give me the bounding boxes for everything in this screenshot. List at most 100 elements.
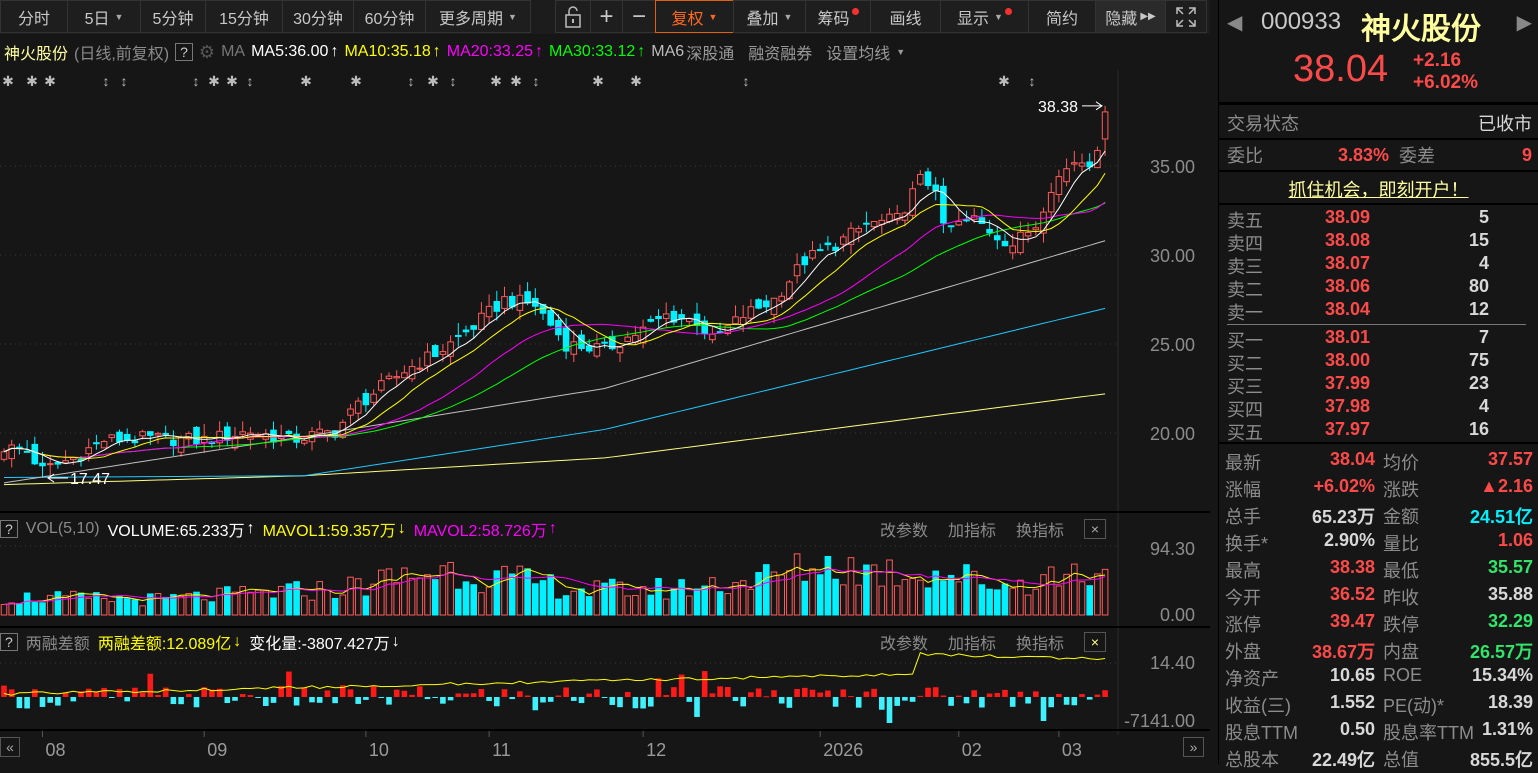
margin-bar-up: [809, 689, 816, 697]
help-button[interactable]: ?: [0, 633, 18, 651]
stat-cell: 金额 24.51亿: [1383, 503, 1533, 530]
volume-bar-down: [701, 585, 709, 616]
link-sz-connect[interactable]: 深股通: [686, 46, 735, 63]
candle-up: [139, 431, 146, 437]
unlock-icon: [565, 5, 581, 28]
volume-bar-down: [655, 577, 662, 616]
open-account-link[interactable]: 抓住机会，即刻开户！: [1288, 180, 1469, 200]
stat-cell: 股息率TTM 1.31%: [1383, 719, 1533, 746]
order-book-row: 卖五 38.09 5: [1227, 207, 1527, 231]
candle-up: [747, 306, 755, 319]
scroll-right-button[interactable]: »: [1183, 737, 1204, 757]
period-15min[interactable]: 15分钟: [205, 0, 283, 33]
arrow-up-icon: ↑: [432, 43, 441, 60]
add-indicator-button[interactable]: 加指标: [947, 636, 996, 653]
margin-bar-up: [771, 690, 777, 697]
fullscreen-button[interactable]: [1165, 0, 1207, 33]
event-star-icon: ✱: [998, 73, 1010, 89]
stat-value: 24.51亿: [1469, 507, 1533, 527]
level-price: 38.06: [1325, 276, 1371, 296]
volume-bar-up: [385, 568, 393, 616]
link-margin-trading[interactable]: 融资融券: [748, 46, 813, 63]
margin-bar-up: [85, 688, 92, 697]
volume-bar-up: [424, 574, 431, 616]
stat-value: 1.552: [1329, 692, 1375, 712]
level-label: 买五: [1227, 423, 1263, 443]
margin-bar-up: [93, 692, 100, 697]
event-updown-icon: ↕: [743, 73, 750, 89]
stat-cell: 涨停 39.47: [1225, 611, 1375, 638]
chips-button[interactable]: 筹码: [805, 0, 871, 33]
simple-button[interactable]: 简约: [1028, 0, 1096, 33]
caret-down-icon: ▼: [508, 11, 517, 22]
volume-bar-up: [416, 577, 424, 616]
caret-down-icon: ▼: [708, 11, 718, 22]
order-book-row: 买二 38.00 75: [1227, 350, 1527, 374]
settings-gear-icon[interactable]: ⚙: [198, 41, 216, 62]
volume-bar-down: [16, 603, 23, 616]
add-indicator-button[interactable]: 加指标: [947, 523, 996, 540]
period-5min[interactable]: 5分钟: [140, 0, 206, 33]
arrow-up-icon: ↑: [548, 520, 557, 537]
volume-bar-down: [716, 591, 724, 616]
edit-params-button[interactable]: 改参数: [879, 636, 928, 653]
candle-up: [416, 367, 424, 370]
event-star-icon: ✱: [490, 73, 502, 89]
volume-bar-up: [786, 570, 793, 616]
divider: [1219, 203, 1538, 205]
candle-down: [147, 431, 154, 436]
candle-up: [855, 228, 863, 233]
help-button[interactable]: ?: [175, 43, 193, 61]
margin-bar-up: [478, 689, 485, 697]
stat-label: 最高: [1225, 561, 1261, 581]
switch-indicator-button[interactable]: 换指标: [1015, 523, 1064, 540]
candle-up: [231, 435, 239, 449]
double-chevron-left-icon: «: [6, 739, 14, 755]
switch-indicator-button[interactable]: 换指标: [1015, 636, 1064, 653]
margin-bar-down: [263, 697, 269, 706]
close-icon[interactable]: ×: [1084, 632, 1106, 652]
volume-bar-up: [639, 586, 647, 616]
stat-value: 1.06: [1497, 530, 1533, 550]
volume-bar-up: [1009, 587, 1017, 616]
candle-down: [23, 450, 31, 453]
volume-bar-down: [162, 596, 169, 616]
next-stock-icon[interactable]: ▶: [1516, 12, 1532, 34]
edit-params-button[interactable]: 改参数: [879, 523, 928, 540]
volume-bar-down: [755, 571, 762, 616]
status-label: 交易状态: [1227, 114, 1299, 134]
candle-down: [932, 184, 940, 192]
stat-value: 10.65: [1329, 665, 1375, 685]
event-updown-icon: ↕: [121, 73, 128, 89]
hide-button[interactable]: 隐藏 ▶▶: [1095, 0, 1166, 33]
candle-down: [755, 299, 762, 309]
volume-bar-down: [547, 574, 555, 616]
prev-stock-icon[interactable]: ◀: [1227, 12, 1243, 34]
zoom-out-button[interactable]: −: [622, 0, 656, 33]
period-intraday[interactable]: 分时: [0, 0, 68, 33]
candle-up: [955, 220, 963, 226]
scroll-left-button[interactable]: «: [0, 737, 20, 757]
margin-bar-down: [363, 697, 369, 700]
period-more[interactable]: 更多周期 ▼: [425, 0, 531, 33]
close-icon[interactable]: ×: [1084, 519, 1106, 539]
help-button[interactable]: ?: [0, 520, 18, 538]
display-button[interactable]: 显示 ▼: [940, 0, 1029, 33]
margin-bar-up: [794, 688, 800, 697]
period-60min[interactable]: 60分钟: [353, 0, 426, 33]
period-30min[interactable]: 30分钟: [282, 0, 354, 33]
set-ma-dropdown[interactable]: 设置均线: [826, 46, 891, 63]
draw-button[interactable]: 画线: [870, 0, 941, 33]
candle-up: [1063, 168, 1070, 183]
event-updown-icon: ↕: [450, 73, 457, 89]
volume-bar-up: [909, 578, 916, 616]
time-tick-label: 08: [46, 740, 66, 760]
volume-zero-label: 0.00: [1160, 605, 1195, 625]
candle-down: [863, 222, 870, 225]
volume-bar-up: [1047, 566, 1055, 616]
lock-button[interactable]: [555, 0, 591, 33]
margin-bar-down: [109, 697, 115, 698]
stat-label: 外盘: [1225, 642, 1261, 662]
book-divider: [1227, 324, 1526, 325]
